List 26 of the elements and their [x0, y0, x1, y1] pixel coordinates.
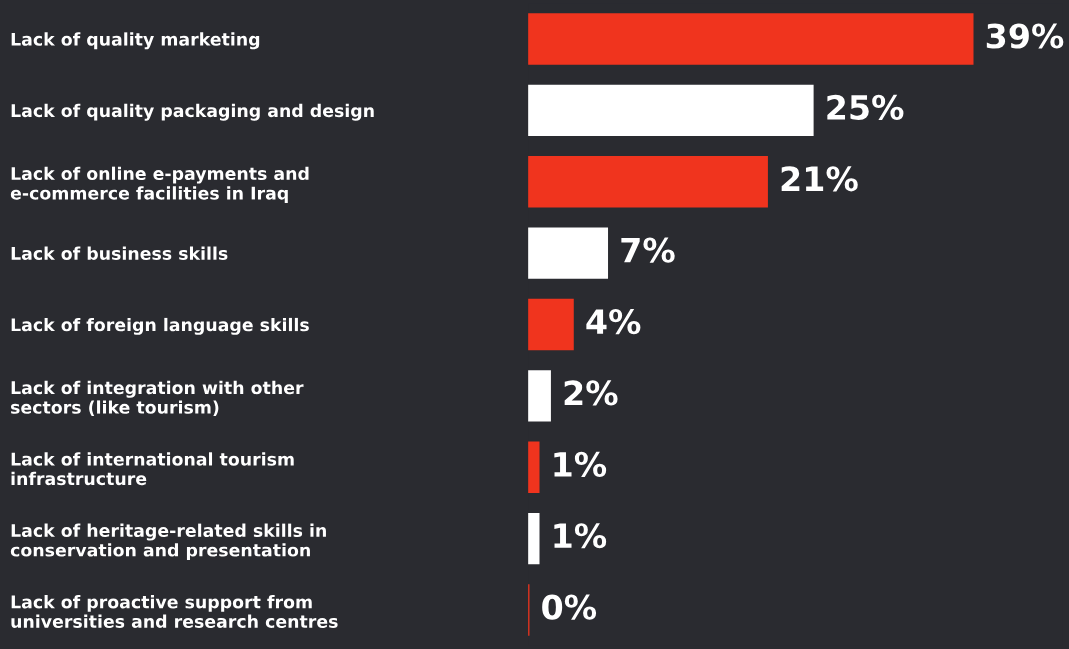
data-label: 0%	[542, 594, 597, 620]
y-tick-label: Lack of business skills	[11, 246, 228, 260]
data-label: 2%	[564, 380, 618, 406]
y-tick-label: Lack of integration with other sectors (like tourism)	[10, 380, 304, 416]
bar	[528, 156, 768, 208]
bar	[528, 13, 974, 65]
y-tick-label: Lack of quality marketing	[11, 32, 260, 50]
data-label: 25%	[827, 94, 904, 120]
data-label: 7%	[621, 237, 675, 263]
y-tick-label: Lack of foreign language skills	[11, 317, 309, 335]
bar	[528, 298, 574, 351]
bar	[528, 84, 814, 137]
data-label: 1%	[554, 523, 607, 549]
y-tick-label: Lack of online e-payments and e-commerce facilities in Iraq	[10, 166, 309, 204]
y-tick-label: Lack of quality packaging and design	[11, 103, 374, 121]
y-tick-label: Lack of heritage-related skills in conservation and presentation	[10, 523, 326, 560]
bar	[528, 227, 609, 279]
y-tick-label: Lack of international tourism infrastructure	[11, 452, 294, 486]
data-label: 1%	[554, 451, 607, 477]
bar	[528, 441, 540, 493]
data-label: 21%	[781, 166, 858, 192]
data-label: 4%	[586, 308, 641, 335]
data-label: 39%	[986, 23, 1064, 49]
bar	[528, 512, 540, 565]
y-tick-label: Lack of proactive support from universities and research centres	[11, 595, 338, 628]
bar	[528, 370, 551, 422]
